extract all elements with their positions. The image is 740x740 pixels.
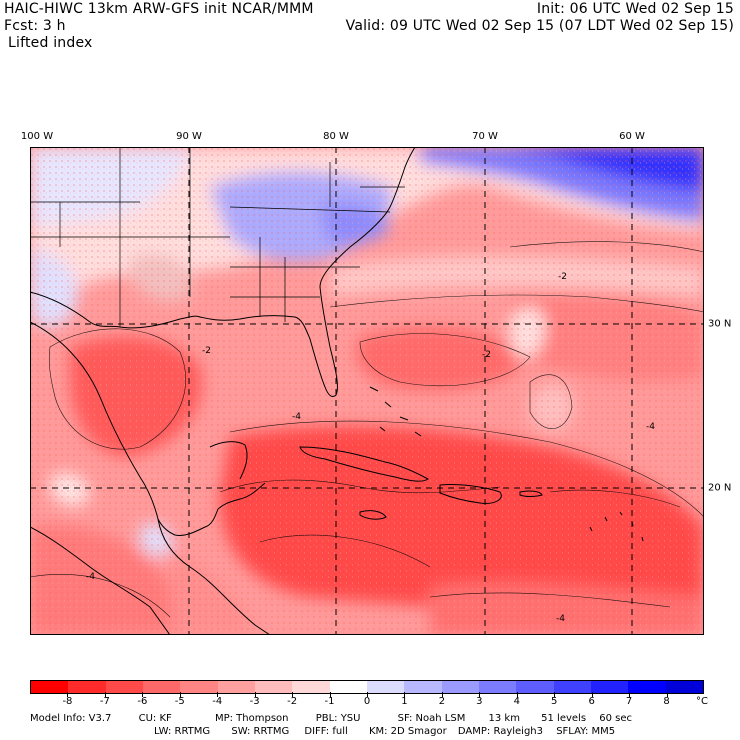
colorbar-swatch bbox=[665, 681, 703, 693]
contour-label: -2 bbox=[558, 272, 567, 282]
colorbar-tick-label: 5 bbox=[551, 696, 558, 707]
km-scheme: KM: 2D Smagor bbox=[368, 726, 447, 737]
colorbar-tick-label: 8 bbox=[663, 696, 670, 707]
colorbar-tick-mark bbox=[217, 692, 219, 697]
sf-scheme: SF: Noah LSM bbox=[397, 713, 466, 724]
lon-label-60w: 60 W bbox=[619, 131, 645, 142]
timestep: 60 sec bbox=[599, 713, 633, 724]
model-info: Model Info: V3.7 bbox=[30, 713, 112, 724]
colorbar-tick-label: 0 bbox=[363, 696, 371, 707]
levels: 51 levels bbox=[541, 713, 587, 724]
colorbar-swatch bbox=[478, 681, 517, 693]
colorbar-tick-mark bbox=[554, 692, 556, 697]
colorbar-tick-label: 3 bbox=[476, 696, 483, 707]
forecast-hour: Fcst: 3 h bbox=[4, 18, 66, 34]
colorbar-swatch bbox=[553, 681, 591, 693]
colorbar-swatch bbox=[68, 681, 106, 693]
colorbar-tick-mark bbox=[591, 692, 593, 697]
colorbar-tick-label: 1 bbox=[401, 696, 408, 707]
lon-label-100w: 100 W bbox=[20, 131, 54, 142]
pbl-scheme: PBL: YSU bbox=[315, 713, 361, 724]
lon-label-70w: 70 W bbox=[472, 131, 498, 142]
lat-label-30n: 30 N bbox=[708, 318, 732, 330]
colorbar-swatch bbox=[254, 681, 293, 693]
contour-label: -2 bbox=[202, 346, 211, 356]
contour-lines bbox=[30, 241, 704, 618]
colorbar-tick-mark bbox=[329, 692, 331, 697]
colorbar-tick-label: 6 bbox=[588, 696, 595, 707]
cu-scheme: CU: KF bbox=[138, 713, 172, 724]
colorbar-swatch bbox=[366, 681, 405, 693]
contour-label: -4 bbox=[292, 412, 301, 422]
contour-label: -4 bbox=[646, 422, 655, 432]
resolution: 13 km bbox=[488, 713, 520, 724]
colorbar-tick-label: -8 bbox=[62, 696, 73, 707]
colorbar-tick-mark bbox=[629, 692, 631, 697]
contour-label: -2 bbox=[482, 350, 491, 360]
contour-label: -4 bbox=[556, 614, 565, 624]
colorbar-tick-label: 4 bbox=[513, 696, 520, 707]
init-time: Init: 06 UTC Wed 02 Sep 15 bbox=[536, 1, 734, 17]
footer-line-1: Model Info: V3.7 CU: KF MP: Thompson PBL… bbox=[30, 713, 632, 724]
colorbar-tick-label: 7 bbox=[625, 696, 633, 707]
colorbar-swatch bbox=[590, 681, 629, 693]
sflay-scheme: SFLAY: MM5 bbox=[556, 726, 616, 737]
colorbar-swatch bbox=[329, 681, 367, 693]
colorbar-swatch bbox=[142, 681, 181, 693]
colorbar-tick-mark bbox=[179, 692, 181, 697]
colorbar-tick-mark bbox=[666, 692, 668, 697]
colorbar-swatch bbox=[516, 681, 554, 693]
colorbar-tick-mark bbox=[142, 692, 144, 697]
sw-scheme: SW: RRTMG bbox=[231, 726, 290, 737]
field-name: Lifted index bbox=[8, 35, 93, 51]
colorbar-swatch bbox=[31, 681, 69, 693]
lifted-index-map: -2 -2 -4 -4 -4 -4 -2 bbox=[30, 147, 704, 635]
lon-label-90w: 90 W bbox=[176, 131, 202, 142]
colorbar-tick-label: -1 bbox=[324, 696, 335, 707]
diff-scheme: DIFF: full bbox=[304, 726, 348, 737]
colorbar-tick-mark bbox=[367, 692, 368, 697]
colorbar-tick-label: -3 bbox=[249, 696, 260, 707]
colorbar-swatch bbox=[628, 681, 666, 693]
colorbar-tick-label: -4 bbox=[212, 696, 223, 707]
colorbar-tick-mark bbox=[292, 692, 294, 697]
colorbar-tick-label: -6 bbox=[137, 696, 148, 707]
colorbar-swatch bbox=[217, 681, 255, 693]
footer-line-2: LW: RRTMG SW: RRTMG DIFF: full KM: 2D Sm… bbox=[154, 726, 615, 737]
colorbar-swatch bbox=[441, 681, 479, 693]
colorbar-tick-label: -7 bbox=[99, 696, 110, 707]
colorbar-tick-label: -2 bbox=[287, 696, 298, 707]
mp-scheme: MP: Thompson bbox=[214, 713, 289, 724]
model-title: HAIC-HIWC 13km ARW-GFS init NCAR/MMM bbox=[4, 1, 314, 17]
lat-label-20n: 20 N bbox=[708, 482, 732, 494]
valid-time: Valid: 09 UTC Wed 02 Sep 15 (07 LDT Wed … bbox=[345, 18, 734, 34]
coastlines bbox=[30, 147, 644, 635]
damp-scheme: DAMP: Rayleigh3 bbox=[457, 726, 544, 737]
colorbar-tick-mark bbox=[404, 692, 406, 697]
lon-label-80w: 80 W bbox=[323, 131, 349, 142]
colorbar-tick-mark bbox=[67, 692, 69, 697]
graticule bbox=[30, 147, 704, 635]
colorbar-tick-mark bbox=[254, 692, 256, 697]
colorbar-tick-mark bbox=[479, 692, 481, 697]
colorbar-tick-label: -5 bbox=[174, 696, 185, 707]
colorbar-swatch bbox=[292, 681, 330, 693]
colorbar-swatch bbox=[404, 681, 442, 693]
colorbar-tick-mark bbox=[104, 692, 106, 697]
colorbar-unit: °C bbox=[696, 696, 708, 707]
colorbar-tick-mark bbox=[441, 692, 443, 697]
lw-scheme: LW: RRTMG bbox=[154, 726, 211, 737]
colorbar-swatch bbox=[180, 681, 218, 693]
colorbar-swatch bbox=[105, 681, 143, 693]
contour-label: -4 bbox=[86, 572, 95, 582]
colorbar-tick-label: 2 bbox=[438, 696, 446, 707]
colorbar-tick-mark bbox=[516, 692, 518, 697]
